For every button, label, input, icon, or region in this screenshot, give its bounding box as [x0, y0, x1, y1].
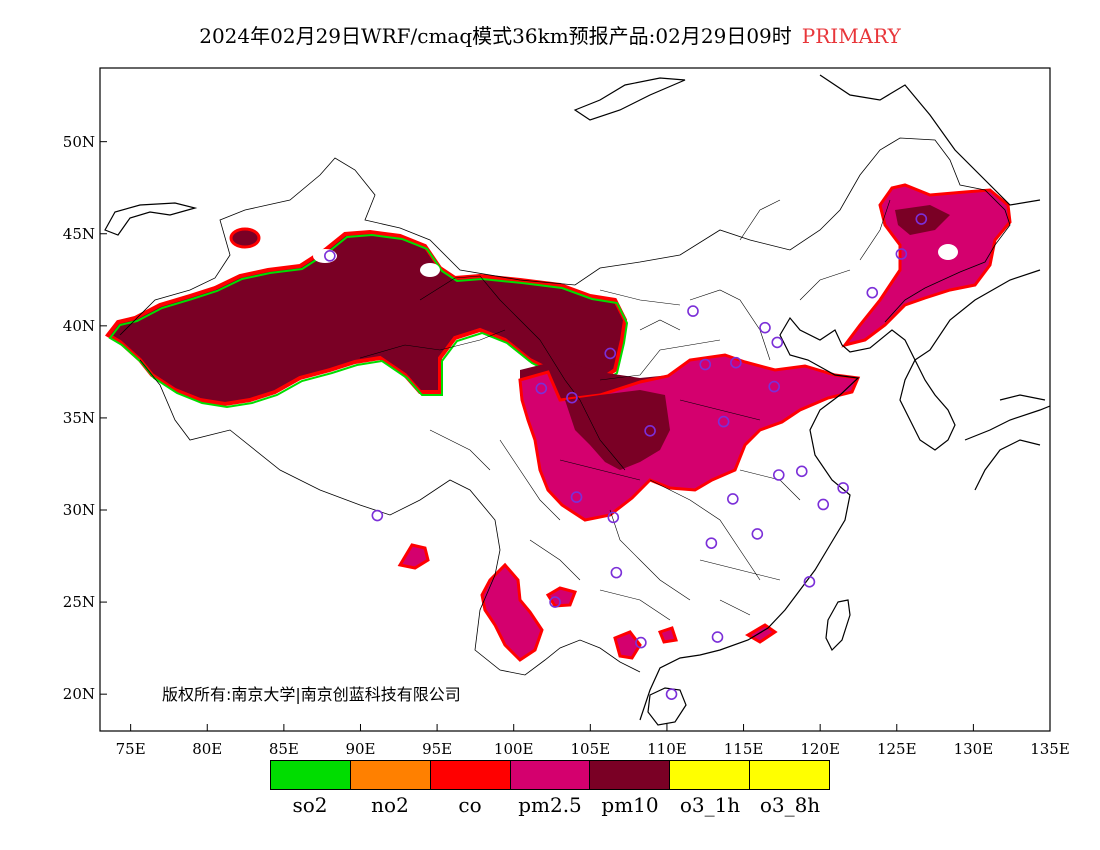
lat-tick-label: 50N — [62, 132, 95, 151]
lon-tick-label: 95E — [422, 740, 453, 758]
lon-tick-label: 120E — [800, 740, 840, 758]
pm10-patch-sichuan — [565, 390, 670, 470]
station-marker — [915, 213, 928, 225]
title-primary-tag: PRIMARY — [801, 24, 901, 48]
lon-tick-label: 75E — [115, 740, 146, 758]
station-marker — [751, 528, 764, 540]
legend-label: no2 — [371, 793, 409, 817]
pm10-region-west-halo — [108, 233, 629, 409]
legend-label: pm2.5 — [518, 793, 582, 817]
pm25-patch-yunnan — [480, 562, 544, 662]
lat-tick-label: 25N — [62, 593, 95, 612]
legend-swatch-so2 — [271, 761, 351, 789]
lon-ticks — [130, 724, 1051, 731]
station-marker — [665, 688, 678, 700]
station-marker — [635, 636, 647, 649]
lon-tick-label: 80E — [192, 740, 223, 758]
station-marker — [699, 358, 712, 371]
pm25-patch-tibet — [397, 543, 430, 570]
lat-tick-label: 30N — [62, 501, 95, 519]
lon-tick-label: 135E — [1030, 740, 1070, 758]
lon-tick-label: 90E — [345, 740, 376, 758]
legend-label: co — [458, 793, 482, 817]
map-frame — [99, 67, 1051, 732]
station-marker — [837, 482, 849, 494]
station-marker — [570, 491, 583, 503]
coastline-taiwan — [825, 599, 851, 652]
station-marker — [771, 336, 784, 349]
station-marker — [705, 537, 718, 549]
pm25-patch-chongqing — [545, 586, 577, 608]
coastline-korea — [899, 358, 956, 451]
station-marker — [717, 415, 730, 428]
station-marker — [644, 425, 656, 437]
pm10-patch-northeast — [895, 205, 950, 235]
pm10-patch — [229, 227, 261, 249]
pm25-patch-guangxi — [613, 630, 642, 660]
legend-swatch-o38h — [750, 761, 830, 789]
station-marker — [803, 576, 816, 588]
station-marker — [727, 493, 739, 505]
legend-swatch-no2 — [350, 761, 431, 789]
map-title: 2024年02月29日WRF/cmaq模式36km预报产品:02月29日09时 P… — [0, 20, 1100, 49]
station-marker — [610, 566, 623, 579]
lon-tick-label: 125E — [876, 740, 917, 758]
station-marker — [371, 509, 384, 522]
station-marker — [759, 321, 771, 334]
legend-swatch-pm25 — [510, 761, 591, 789]
coastline-hainan — [647, 687, 687, 726]
legend-label: o3_1h — [679, 793, 741, 817]
lat-tick-label: 45N — [62, 224, 95, 243]
legend-colorbar — [270, 760, 830, 790]
pm25-patch-guangdong — [745, 623, 778, 644]
pm10-region-west — [105, 229, 628, 407]
station-markers — [324, 213, 928, 700]
station-marker — [768, 380, 780, 393]
station-marker — [604, 347, 617, 360]
coastline-lake — [573, 77, 686, 121]
legend-label: pm10 — [601, 793, 659, 817]
legend-swatch-co — [430, 761, 511, 789]
station-marker — [711, 631, 724, 643]
lat-tick-label: 20N — [62, 685, 95, 704]
border-china — [119, 137, 1011, 676]
legend-label: so2 — [292, 793, 328, 817]
coastline-japan — [964, 394, 1050, 491]
legend-swatch-o31h — [670, 761, 751, 789]
clean-hole — [938, 244, 958, 260]
legend-labels: so2 no2 co pm2.5 pm10 o3_1h o3_8h — [270, 793, 830, 817]
station-marker — [535, 382, 548, 395]
station-marker — [730, 356, 742, 369]
station-marker — [687, 305, 699, 317]
pm25-region-northeast — [841, 183, 1012, 348]
lon-tick-label: 110E — [647, 740, 687, 758]
station-marker — [324, 250, 336, 262]
station-marker — [607, 511, 620, 524]
lon-tick-label: 105E — [570, 740, 611, 758]
legend-swatch-pm10 — [590, 761, 671, 789]
copyright-text: 版权所有:南京大学|南京创蓝科技有限公司 — [162, 685, 461, 704]
title-main: 2024年02月29日WRF/cmaq模式36km预报产品:02月29日09时 — [199, 24, 792, 48]
station-marker — [549, 596, 561, 608]
station-marker — [566, 391, 578, 404]
pm25-patch-hainan — [658, 626, 678, 644]
station-marker — [795, 465, 808, 478]
coastline-caspian — [104, 202, 198, 236]
lon-tick-label: 85E — [268, 740, 299, 758]
station-marker — [817, 498, 830, 511]
lat-ticks — [100, 141, 107, 695]
station-marker — [895, 248, 908, 260]
coastline-east — [639, 74, 1041, 721]
legend-label: o3_8h — [759, 793, 821, 817]
station-marker — [772, 469, 785, 481]
station-marker — [866, 286, 879, 299]
lon-tick-label: 130E — [953, 740, 994, 758]
lon-tick-label: 115E — [723, 740, 764, 758]
lat-tick-label: 40N — [62, 316, 95, 335]
lat-tick-label: 35N — [62, 408, 95, 427]
clean-hole — [420, 263, 440, 277]
lon-tick-label: 100E — [493, 740, 534, 758]
